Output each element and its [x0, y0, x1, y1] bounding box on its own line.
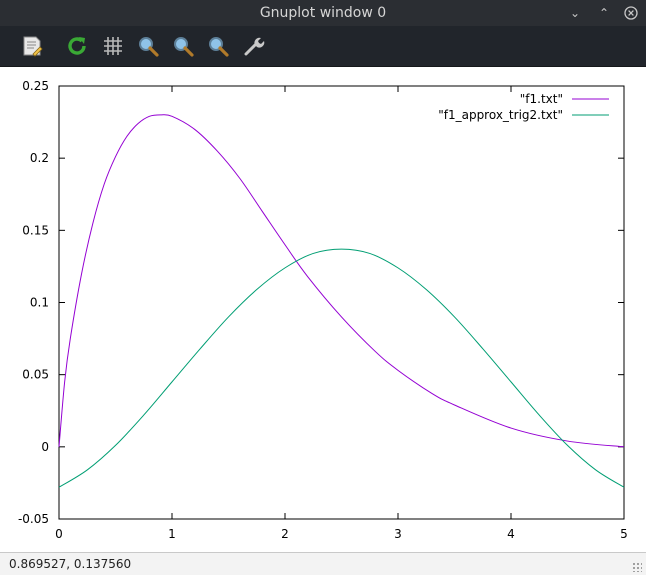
minimize-icon[interactable]: ⌄ [569, 6, 581, 20]
settings-wrench-icon[interactable] [240, 32, 268, 60]
x-tick-label: 1 [168, 527, 176, 541]
x-tick-label: 4 [507, 527, 515, 541]
y-tick-label: 0.05 [22, 368, 49, 382]
maximize-icon[interactable]: ⌃ [598, 6, 610, 20]
series-line-2 [58, 248, 625, 488]
legend-label: "f1.txt" [520, 92, 563, 106]
y-tick-label: 0.15 [22, 223, 49, 237]
status-bar: 0.869527, 0.137560 [0, 552, 646, 575]
grid-icon[interactable] [99, 32, 127, 60]
y-tick-label: 0.25 [22, 79, 49, 93]
previous-zoom-icon[interactable] [134, 32, 162, 60]
y-tick-label: 0.2 [30, 151, 49, 165]
y-tick-label: 0 [41, 440, 49, 454]
y-tick-label: 0.1 [30, 296, 49, 310]
plot-area[interactable]: 0 1 2 3 4 5 -0.05 0 0.05 0.1 0.15 0.2 0.25 "f1.txt" "… [0, 67, 646, 552]
autoscale-icon[interactable] [204, 32, 232, 60]
toolbar [0, 26, 646, 67]
x-tick-label: 5 [620, 527, 628, 541]
title-bar: Gnuplot window 0 ⌄ ⌃ [0, 0, 646, 26]
plot-frame [58, 85, 625, 520]
copy-clipboard-icon[interactable] [18, 32, 46, 60]
x-tick-label: 0 [55, 527, 63, 541]
series-line-1 [58, 114, 625, 448]
replot-icon[interactable] [63, 32, 91, 60]
x-tick-label: 3 [394, 527, 402, 541]
x-tick-label: 2 [281, 527, 289, 541]
resize-grip[interactable] [632, 562, 642, 572]
chart: 0 1 2 3 4 5 -0.05 0 0.05 0.1 0.15 0.2 0.25 "f1.txt" "… [18, 79, 628, 541]
window-title: Gnuplot window 0 [259, 5, 387, 21]
cursor-coordinates: 0.869527, 0.137560 [9, 557, 132, 571]
next-zoom-icon[interactable] [169, 32, 197, 60]
legend-label: "f1_approx_trig2.txt" [438, 108, 563, 122]
y-tick-label: -0.05 [18, 512, 49, 526]
close-icon[interactable] [620, 0, 642, 26]
